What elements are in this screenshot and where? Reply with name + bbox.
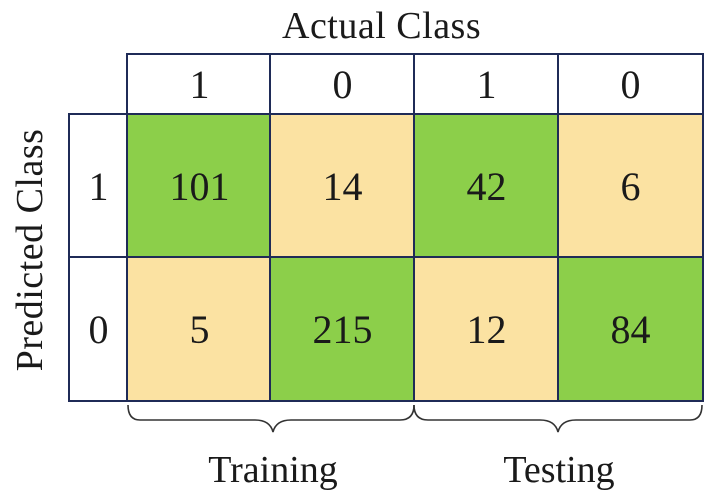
matrix-cell-r0-c2: 42 bbox=[413, 113, 560, 259]
column-header-3: 0 bbox=[557, 53, 704, 115]
matrix-cell-r1-c1: 215 bbox=[269, 256, 416, 402]
column-header-2: 1 bbox=[413, 53, 560, 115]
matrix-cell-r1-c2: 12 bbox=[413, 256, 560, 402]
matrix-cell-r0-c0: 101 bbox=[126, 113, 273, 259]
actual-class-title: Actual Class bbox=[282, 5, 482, 47]
training-label: Training bbox=[208, 449, 338, 491]
testing-brace bbox=[413, 404, 703, 433]
matrix-cell-r0-c1: 14 bbox=[269, 113, 416, 259]
matrix-cell-r1-c3: 84 bbox=[557, 256, 704, 402]
matrix-cell-r1-c0: 5 bbox=[126, 256, 273, 402]
training-brace bbox=[127, 404, 415, 433]
column-header-0: 1 bbox=[126, 53, 273, 115]
testing-label: Testing bbox=[503, 449, 615, 491]
